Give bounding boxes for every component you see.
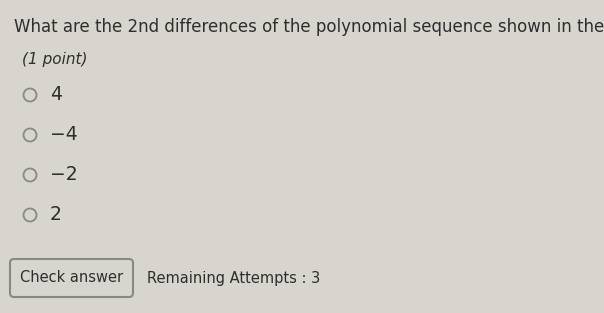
Text: −2: −2 — [50, 166, 78, 184]
Text: Remaining Attempts : 3: Remaining Attempts : 3 — [147, 270, 320, 285]
Text: Check answer: Check answer — [20, 270, 123, 285]
FancyBboxPatch shape — [10, 259, 133, 297]
Text: 2: 2 — [50, 206, 62, 224]
Text: (1 point): (1 point) — [22, 52, 88, 67]
Text: 4: 4 — [50, 85, 62, 105]
Text: −4: −4 — [50, 126, 78, 145]
Text: What are the 2nd differences of the polynomial sequence shown in the table?: What are the 2nd differences of the poly… — [14, 18, 604, 36]
